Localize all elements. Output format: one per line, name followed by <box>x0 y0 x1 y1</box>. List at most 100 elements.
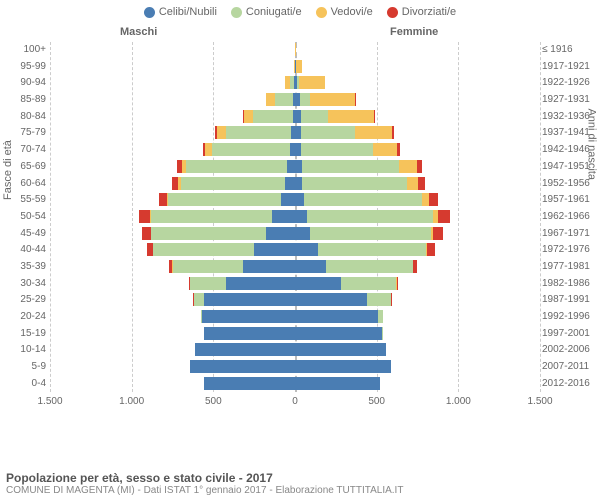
chart-subtitle: COMUNE DI MAGENTA (MI) - Dati ISTAT 1° g… <box>6 485 403 496</box>
bar-segment <box>355 126 393 139</box>
bar-segment <box>301 126 355 139</box>
age-label: 35-39 <box>6 261 46 272</box>
bar-segment <box>341 277 397 290</box>
female-bar <box>295 93 356 106</box>
female-bar <box>295 210 450 223</box>
birth-year-label: 1942-1946 <box>542 144 598 155</box>
age-row: 75-791937-1941 <box>50 125 540 142</box>
age-row: 85-891927-1931 <box>50 92 540 109</box>
bar-segment <box>190 277 226 290</box>
female-bar <box>295 177 425 190</box>
bar-segment <box>418 177 425 190</box>
legend-label: Celibi/Nubili <box>159 6 217 18</box>
female-bar <box>295 160 422 173</box>
male-bar <box>142 227 295 240</box>
x-tick-label: 500 <box>205 396 222 407</box>
age-label: 60-64 <box>6 178 46 189</box>
bar-segment <box>304 193 422 206</box>
bar-segment <box>301 143 373 156</box>
age-label: 75-79 <box>6 127 46 138</box>
age-row: 35-391977-1981 <box>50 259 540 276</box>
age-row: 10-142002-2006 <box>50 342 540 359</box>
male-bar <box>147 243 295 256</box>
bar-segment <box>244 110 254 123</box>
age-row: 50-541962-1966 <box>50 209 540 226</box>
age-label: 45-49 <box>6 228 46 239</box>
bar-segment <box>295 160 302 173</box>
age-row: 45-491967-1971 <box>50 226 540 243</box>
bar-segment <box>204 293 295 306</box>
age-label: 80-84 <box>6 111 46 122</box>
birth-year-label: 1957-1961 <box>542 194 598 205</box>
bar-segment <box>378 310 383 323</box>
birth-year-label: 1932-1936 <box>542 111 598 122</box>
female-bar <box>295 310 383 323</box>
age-label: 5-9 <box>6 361 46 372</box>
bar-segment <box>151 227 265 240</box>
male-bar <box>266 93 295 106</box>
pyramid-chart: 100+≤ 191695-991917-192190-941922-192685… <box>50 42 540 422</box>
female-bar <box>295 60 302 73</box>
bar-segment <box>307 210 433 223</box>
age-row: 65-691947-1951 <box>50 159 540 176</box>
legend-label: Vedovi/e <box>331 6 373 18</box>
bar-segment <box>181 177 286 190</box>
birth-year-label: 1917-1921 <box>542 61 598 72</box>
male-bar <box>189 277 295 290</box>
bar-segment <box>243 260 295 273</box>
bar-segment <box>433 227 443 240</box>
male-bar <box>285 76 295 89</box>
birth-year-label: 2007-2011 <box>542 361 598 372</box>
birth-year-label: 1982-1986 <box>542 278 598 289</box>
birth-year-label: 1962-1966 <box>542 211 598 222</box>
legend-swatch <box>231 7 242 18</box>
female-bar <box>295 110 375 123</box>
age-row: 70-741942-1946 <box>50 142 540 159</box>
age-label: 90-94 <box>6 77 46 88</box>
legend-item: Coniugati/e <box>231 6 302 18</box>
bar-segment <box>139 210 150 223</box>
bar-segment <box>295 310 378 323</box>
age-row: 80-841932-1936 <box>50 109 540 126</box>
bar-segment <box>159 193 167 206</box>
bar-rows: 100+≤ 191695-991917-192190-941922-192685… <box>50 42 540 392</box>
birth-year-label: 2002-2006 <box>542 344 598 355</box>
bar-segment <box>194 293 204 306</box>
bar-segment <box>173 260 243 273</box>
female-bar <box>295 260 417 273</box>
legend-item: Celibi/Nubili <box>144 6 217 18</box>
bar-segment <box>295 360 391 373</box>
x-tick-label: 0 <box>292 396 298 407</box>
birth-year-label: 1922-1926 <box>542 77 598 88</box>
birth-year-label: 1937-1941 <box>542 127 598 138</box>
bar-segment <box>295 43 296 56</box>
bar-segment <box>302 177 407 190</box>
birth-year-label: ≤ 1916 <box>542 44 598 55</box>
bar-segment <box>407 177 418 190</box>
bar-segment <box>422 193 429 206</box>
bar-segment <box>397 277 399 290</box>
age-row: 15-191997-2001 <box>50 326 540 343</box>
bar-segment <box>397 143 400 156</box>
age-row: 5-92007-2011 <box>50 359 540 376</box>
bar-segment <box>226 126 291 139</box>
bar-segment <box>373 143 398 156</box>
bar-segment <box>168 193 281 206</box>
legend-swatch <box>316 7 327 18</box>
x-tick-label: 500 <box>368 396 385 407</box>
gridline <box>540 42 541 392</box>
bar-segment <box>142 227 150 240</box>
female-bar <box>295 227 443 240</box>
female-bar <box>295 193 438 206</box>
bar-segment <box>151 210 272 223</box>
bar-segment <box>328 110 374 123</box>
bar-segment <box>295 377 380 390</box>
bar-segment <box>295 293 367 306</box>
bar-segment <box>427 243 434 256</box>
age-label: 10-14 <box>6 344 46 355</box>
bar-segment <box>253 110 292 123</box>
bar-segment <box>413 260 417 273</box>
chart-footer: Popolazione per età, sesso e stato civil… <box>6 471 403 496</box>
bar-segment <box>302 160 398 173</box>
age-label: 70-74 <box>6 144 46 155</box>
